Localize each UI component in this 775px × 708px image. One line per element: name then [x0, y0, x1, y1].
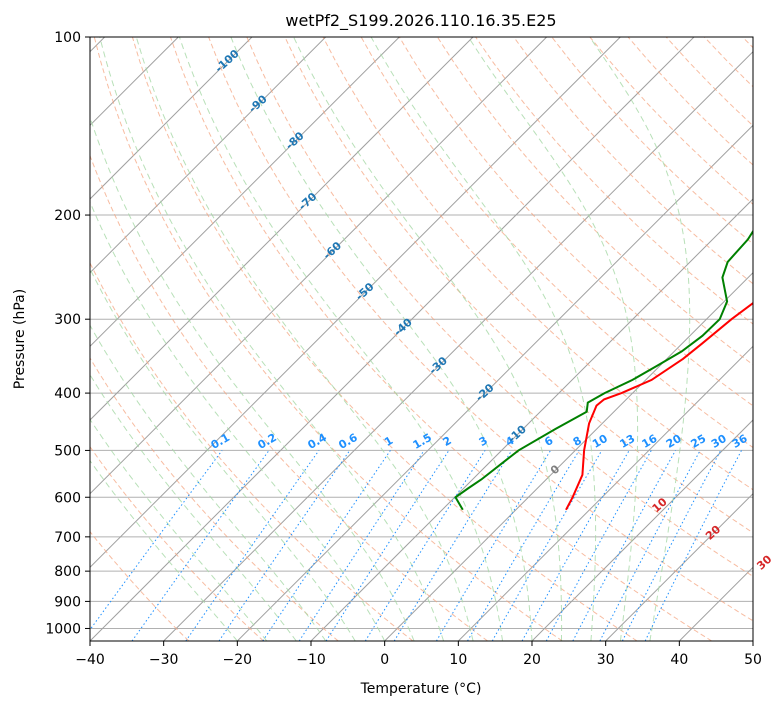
- dry-adiabat-line: [284, 37, 753, 534]
- dry-adiabat-line: [208, 37, 753, 622]
- moist-adiabat-line: [90, 115, 415, 641]
- dry-adiabat-line: [170, 37, 712, 641]
- isotherm-line: [236, 124, 753, 641]
- isotherm-line: [384, 271, 753, 641]
- dry-adiabat-line: [90, 530, 190, 641]
- isotherm-line: [90, 37, 621, 569]
- moist-adiabat-line: [90, 324, 327, 641]
- dry-adiabat-line: [360, 37, 753, 449]
- isotherm-line: [531, 419, 753, 641]
- isotherm-line: [457, 345, 753, 641]
- moist-adiabat-line: [99, 37, 445, 641]
- background-grid: [90, 37, 753, 641]
- x-tick-label: 10: [449, 652, 467, 668]
- dry-adiabat-line: [90, 261, 414, 641]
- moist-adiabat-line: [90, 200, 386, 641]
- y-tick-label: 800: [54, 564, 81, 580]
- mixing-ratio-line: [131, 450, 270, 641]
- x-tick-label: −30: [149, 652, 179, 668]
- x-tick-label: −20: [223, 652, 253, 668]
- plot-background: [90, 37, 753, 641]
- mixing-ratio-line: [521, 450, 630, 641]
- dewpoint-trace: [454, 229, 753, 511]
- mixing-ratio-line: [90, 450, 223, 631]
- dry-adiabat-line: [131, 37, 638, 641]
- moist-adiabat-line: [90, 459, 238, 641]
- moist-adiabat-line: [293, 37, 563, 641]
- moist-adiabat-line: [467, 37, 639, 641]
- dry-adiabat-line: [322, 37, 753, 491]
- moist-adiabat-line: [90, 267, 356, 641]
- mixing-ratio-line: [298, 450, 425, 641]
- y-tick-label: 600: [54, 490, 81, 506]
- isotherm-line: [163, 50, 753, 641]
- isotherm-line: [752, 640, 753, 641]
- dry-adiabat-line: [436, 37, 753, 366]
- y-tick-label: 500: [54, 443, 81, 459]
- dry-adiabat-line: [93, 37, 563, 641]
- y-tick-label: 900: [54, 594, 81, 610]
- mixing-ratio-line: [572, 450, 676, 641]
- isotherm-line: [90, 37, 253, 200]
- y-tick-label: 200: [54, 208, 81, 224]
- moist-adiabat-line: [90, 418, 268, 641]
- mixing-ratio-line: [325, 450, 450, 641]
- isotherm-line: [90, 37, 327, 274]
- isotherm-line: [90, 37, 548, 495]
- mixing-ratio-line: [644, 450, 742, 641]
- sounding-traces: [454, 229, 753, 511]
- mixing-ratio-line: [621, 450, 722, 641]
- x-tick-label: −40: [75, 652, 105, 668]
- chart-title: wetPf2_S199.2026.110.16.35.E25: [285, 11, 556, 31]
- mixing-ratio-line: [262, 450, 391, 641]
- x-tick-label: 50: [744, 652, 762, 668]
- y-tick-label: 400: [54, 386, 81, 402]
- axes: −40 −30 −20 −10 0 10 20 30 40 50 100 200 300 400 500 60…: [45, 30, 762, 668]
- x-tick-label: 20: [523, 652, 541, 668]
- moist-adiabat-line: [90, 373, 297, 641]
- dry-adiabat-line: [90, 445, 264, 641]
- y-axis-title: Pressure (hPa): [12, 289, 28, 389]
- y-tick-label: 700: [54, 530, 81, 546]
- x-tick-label: 40: [670, 652, 688, 668]
- x-tick-label: 0: [380, 652, 389, 668]
- plot-frame: [89, 36, 754, 642]
- moist-adiabat-line: [178, 37, 503, 641]
- moist-adiabat-line: [589, 37, 691, 641]
- y-tick-label: 1000: [45, 621, 81, 637]
- temperature-trace: [565, 301, 753, 511]
- mixing-ratio-line: [545, 450, 652, 641]
- y-tick-label: 100: [54, 30, 81, 46]
- x-tick-label: 30: [597, 652, 615, 668]
- dry-adiabat-label: 30: [754, 552, 774, 572]
- dry-adiabat-line: [246, 37, 753, 577]
- moist-adiabat-line: [230, 37, 533, 641]
- mixing-ratio-line: [218, 450, 351, 641]
- x-axis-title: Temperature (°C): [360, 681, 482, 697]
- moist-adiabat-line: [135, 37, 474, 641]
- mixing-ratio-line: [393, 450, 513, 641]
- moist-adiabat-line: [370, 37, 597, 641]
- isotherm-line: [90, 37, 695, 641]
- isotherm-line: [90, 37, 474, 421]
- dry-adiabat-line: [90, 154, 488, 641]
- x-tick-label: −10: [296, 652, 326, 668]
- dry-adiabat-line: [90, 357, 339, 641]
- y-tick-label: 300: [54, 312, 81, 328]
- mixing-ratio-line: [185, 450, 320, 641]
- isotherm-line: [605, 492, 753, 641]
- isotherm-line: [90, 37, 400, 348]
- dry-adiabat-line: [513, 37, 753, 285]
